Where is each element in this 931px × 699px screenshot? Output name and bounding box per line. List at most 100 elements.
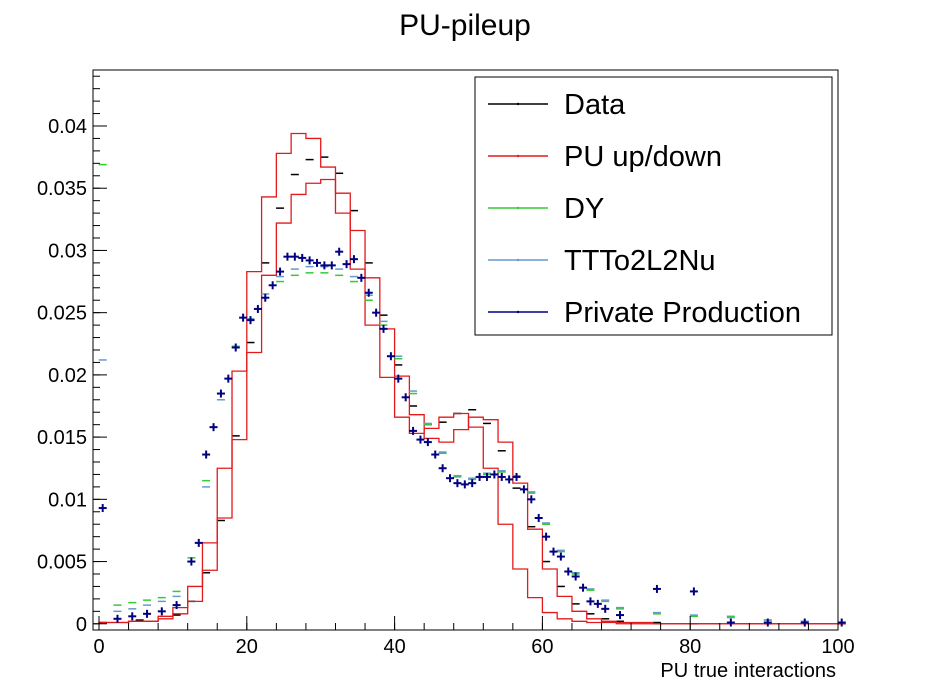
- data-point: [261, 293, 270, 302]
- data-point: [216, 389, 225, 398]
- legend-entry: PU up/down: [488, 141, 722, 173]
- y-tick-label: 0: [76, 614, 87, 636]
- data-point: [438, 464, 447, 473]
- x-axis-label: PU true interactions: [660, 660, 836, 682]
- data-point: [586, 597, 595, 606]
- data-point: [453, 479, 462, 488]
- data-point: [571, 572, 580, 581]
- data-point: [542, 532, 551, 541]
- legend-label: PU up/down: [564, 141, 722, 173]
- data-point: [475, 472, 484, 481]
- series-layer: [98, 132, 846, 627]
- legend-marker: [516, 206, 520, 210]
- data-point: [364, 288, 373, 297]
- data-point: [460, 480, 469, 489]
- legend-label: Data: [564, 89, 626, 121]
- data-point: [172, 601, 181, 610]
- data-point: [615, 611, 624, 620]
- data-point: [98, 504, 107, 513]
- data-point: [652, 584, 661, 593]
- data-point: [320, 261, 329, 270]
- data-point: [305, 256, 314, 265]
- data-point: [128, 612, 137, 621]
- data-point: [298, 253, 307, 262]
- y-tick-label: 0.005: [37, 552, 87, 574]
- data-point: [409, 426, 418, 435]
- data-point: [239, 313, 248, 322]
- axes-layer: 0 20 40 60 80 100 0 0.005 0.01 0.015 0.02 0.025 0.03…: [37, 75, 855, 658]
- data-point: [113, 614, 122, 623]
- data-point: [497, 472, 506, 481]
- data-point: [519, 485, 528, 494]
- legend-entry: TTTo2L2Nu: [488, 245, 716, 277]
- legend-entry: Private Production: [488, 297, 801, 329]
- data-point: [689, 587, 698, 596]
- data-point: [372, 308, 381, 317]
- data-point: [490, 470, 499, 479]
- data-point: [527, 495, 536, 504]
- data-point: [800, 618, 809, 627]
- data-point: [349, 255, 358, 264]
- data-point: [386, 352, 395, 361]
- data-point: [468, 479, 477, 488]
- data-point: [276, 267, 285, 276]
- data-point: [194, 538, 203, 547]
- data-point: [726, 618, 735, 627]
- data-point: [253, 304, 262, 313]
- y-tick-label: 0.015: [37, 427, 87, 449]
- y-tick-label: 0.025: [37, 303, 87, 325]
- data-point: [601, 604, 610, 613]
- legend: Data PU up/down DY TTTo2L2Nu Private Product…: [474, 76, 833, 336]
- series-line: [98, 132, 846, 625]
- data-point: [579, 583, 588, 592]
- data-point: [268, 281, 277, 290]
- legend-label: TTTo2L2Nu: [564, 245, 716, 277]
- data-point: [556, 552, 565, 561]
- data-point: [202, 450, 211, 459]
- x-tick-label: 60: [531, 636, 553, 658]
- data-point: [342, 260, 351, 269]
- data-point: [593, 599, 602, 608]
- data-point: [231, 343, 240, 352]
- x-tick-label: 40: [383, 636, 405, 658]
- data-point: [224, 374, 233, 383]
- x-tick-label: 0: [93, 636, 104, 658]
- data-point: [401, 393, 410, 402]
- data-point: [357, 273, 366, 282]
- data-point: [246, 316, 255, 325]
- data-point: [283, 252, 292, 261]
- data-point: [482, 472, 491, 481]
- x-tick-label: 20: [236, 636, 258, 658]
- data-point: [534, 514, 543, 522]
- y-tick-label: 0.03: [48, 240, 87, 262]
- y-tick-label: 0.01: [48, 489, 87, 511]
- legend-entry: DY: [488, 193, 604, 225]
- x-tick-label: 100: [821, 636, 854, 658]
- legend-marker: [516, 102, 520, 106]
- data-point: [327, 261, 336, 270]
- data-point: [837, 618, 846, 627]
- y-tick-label: 0.035: [37, 178, 87, 200]
- data-point: [446, 474, 455, 483]
- legend-marker: [516, 310, 520, 314]
- data-point: [335, 247, 344, 256]
- y-tick-label: 0.02: [48, 365, 87, 387]
- data-point: [157, 607, 166, 616]
- data-point: [209, 423, 218, 432]
- legend-marker: [516, 258, 520, 262]
- legend-label: DY: [564, 193, 604, 225]
- x-tick-label: 80: [679, 636, 701, 658]
- legend-box: [474, 76, 833, 336]
- data-point: [379, 324, 388, 333]
- data-point: [431, 450, 440, 459]
- legend-marker: [516, 154, 520, 158]
- data-point: [505, 475, 514, 484]
- data-point: [143, 609, 152, 618]
- data-point: [313, 258, 322, 267]
- data-point: [549, 547, 558, 556]
- data-point: [187, 557, 196, 566]
- data-point: [394, 374, 403, 383]
- data-point: [512, 472, 521, 481]
- y-tick-label: 0.04: [48, 116, 87, 138]
